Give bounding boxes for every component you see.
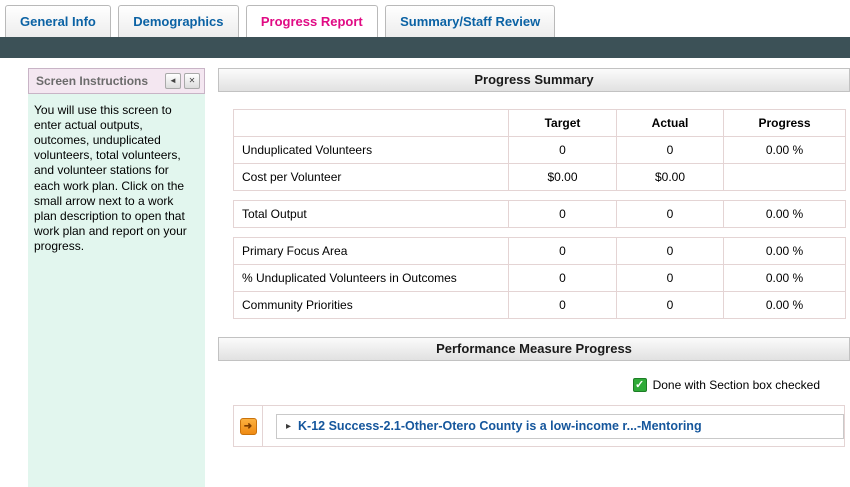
table-row: Cost per Volunteer $0.00 $0.00 [233, 163, 846, 191]
tab-progress-report[interactable]: Progress Report [245, 5, 378, 38]
actual-value: 0 [616, 237, 724, 265]
target-value: 0 [508, 264, 617, 292]
close-icon: ✕ [188, 76, 196, 85]
progress-summary-table-group-2: Total Output 0 0 0.00 % [233, 200, 846, 228]
header-strip [0, 37, 850, 58]
table-row: Total Output 0 0 0.00 % [233, 200, 846, 228]
collapse-arrow-icon: ◄ [169, 76, 177, 85]
performance-measure-header: Performance Measure Progress [218, 337, 850, 361]
tab-demographics[interactable]: Demographics [118, 5, 239, 38]
target-value: $0.00 [508, 163, 617, 191]
actual-value: 0 [616, 200, 724, 228]
actual-value: 0 [616, 136, 724, 164]
workplan-content: ▸ K-12 Success-2.1-Other-Otero County is… [263, 406, 844, 446]
row-label: Primary Focus Area [233, 237, 509, 265]
done-section-legend: ✓ Done with Section box checked [218, 378, 850, 392]
check-icon: ✓ [634, 379, 645, 391]
target-value: 0 [508, 200, 617, 228]
screen-instructions-title: Screen Instructions [36, 74, 149, 88]
progress-value [723, 163, 846, 191]
progress-value: 0.00 % [723, 136, 846, 164]
progress-summary-table-group-1: Target Actual Progress Unduplicated Volu… [233, 109, 846, 191]
column-header-actual: Actual [616, 109, 724, 137]
screen-instructions-header: Screen Instructions ◄ ✕ [28, 68, 205, 94]
column-header-empty [233, 109, 509, 137]
table-row: Community Priorities 0 0 0.00 % [233, 291, 846, 319]
table-row: Unduplicated Volunteers 0 0 0.00 % [233, 136, 846, 164]
expand-arrow-icon[interactable]: ▸ [286, 420, 292, 432]
screen-instructions-text: You will use this screen to enter actual… [34, 103, 187, 253]
row-label: Cost per Volunteer [233, 163, 509, 191]
progress-value: 0.00 % [723, 264, 846, 292]
progress-summary-table-group-3: Primary Focus Area 0 0 0.00 % % Unduplic… [233, 237, 846, 319]
tab-summary-staff-review[interactable]: Summary/Staff Review [385, 5, 556, 38]
column-header-progress: Progress [723, 109, 846, 137]
table-header-row: Target Actual Progress [233, 109, 846, 137]
checkbox-checked-icon: ✓ [632, 378, 647, 392]
column-header-target: Target [508, 109, 617, 137]
table-row: % Unduplicated Volunteers in Outcomes 0 … [233, 264, 846, 292]
screen-instructions-panel: Screen Instructions ◄ ✕ You will use thi… [28, 68, 205, 487]
row-label: Unduplicated Volunteers [233, 136, 509, 164]
actual-value: $0.00 [616, 163, 724, 191]
progress-value: 0.00 % [723, 291, 846, 319]
progress-value: 0.00 % [723, 237, 846, 265]
open-workplan-button[interactable]: ➜ [234, 406, 263, 446]
actual-value: 0 [616, 264, 724, 292]
workplan-item[interactable]: ▸ K-12 Success-2.1-Other-Otero County is… [276, 413, 844, 439]
main-content: Progress Summary Target Actual Progress … [218, 68, 850, 447]
row-label: Community Priorities [233, 291, 509, 319]
tab-general-info[interactable]: General Info [5, 5, 111, 38]
target-value: 0 [508, 136, 617, 164]
target-value: 0 [508, 291, 617, 319]
workplan-label[interactable]: K-12 Success-2.1-Other-Otero County is a… [298, 419, 702, 433]
table-row: Primary Focus Area 0 0 0.00 % [233, 237, 846, 265]
open-workplan-arrow-icon: ➜ [239, 417, 257, 435]
progress-value: 0.00 % [723, 200, 846, 228]
progress-summary-header: Progress Summary [218, 68, 850, 92]
actual-value: 0 [616, 291, 724, 319]
tab-bar: General Info Demographics Progress Repor… [0, 0, 850, 38]
close-panel-button[interactable]: ✕ [184, 73, 200, 89]
target-value: 0 [508, 237, 617, 265]
row-label: % Unduplicated Volunteers in Outcomes [233, 264, 509, 292]
workplan-row: ➜ ▸ K-12 Success-2.1-Other-Otero County … [233, 405, 845, 447]
row-label: Total Output [233, 200, 509, 228]
legend-text: Done with Section box checked [652, 378, 820, 392]
collapse-panel-button[interactable]: ◄ [165, 73, 181, 89]
